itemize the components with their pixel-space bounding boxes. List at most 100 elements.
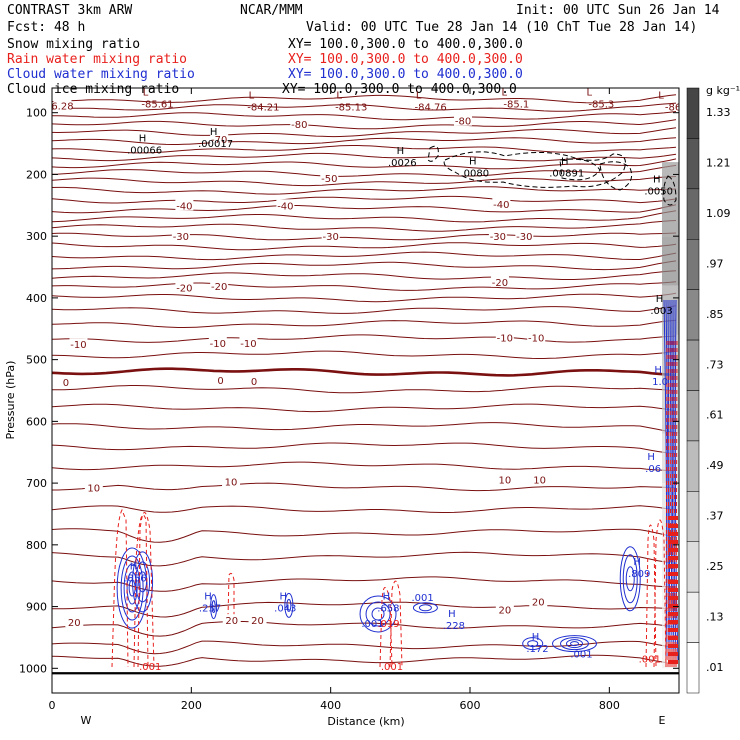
- isotherm-line: [52, 319, 677, 328]
- rain-heavy-cell: [668, 620, 678, 624]
- cloud-water-contour: [120, 555, 144, 621]
- cloud-water-contour: [371, 607, 385, 621]
- rain-heavy-cell: [668, 532, 678, 536]
- isotherm-label: -80: [291, 120, 307, 131]
- low-marker: L: [249, 91, 255, 102]
- isotherm-line: [52, 505, 677, 513]
- low-value-label: -85.3: [588, 99, 614, 110]
- isotherm-line: [52, 137, 677, 145]
- isotherm-line: [52, 305, 677, 314]
- isotherm-label: -30: [490, 232, 506, 243]
- colorbar-cell: [686, 642, 700, 694]
- max-marker: H: [139, 134, 147, 145]
- rain-heavy-cell: [668, 596, 678, 600]
- isotherm-label: 10: [498, 475, 511, 486]
- isotherm-line: [52, 119, 677, 130]
- colorbar-tick-label: .97: [706, 257, 724, 270]
- colorbar-tick-label: 1.09: [706, 207, 731, 220]
- isotherm-label-bg: [175, 281, 194, 293]
- max-marker: H: [656, 294, 664, 305]
- legend-ice-xy: XY= 100.0,300.0 to 400.0,300.0: [282, 82, 517, 97]
- y-tick-label: 200: [26, 168, 47, 181]
- isotherm-line: [52, 350, 677, 359]
- isotherm-line: [52, 422, 677, 434]
- rain-heavy-cell: [668, 588, 678, 592]
- isotherm-label-bg: [495, 603, 514, 615]
- cloud-water-contour: [522, 637, 544, 651]
- isotherm-label-bg: [290, 117, 309, 129]
- isotherm-line: [52, 164, 677, 177]
- rain-heavy-cell: [668, 572, 678, 576]
- cloud-water-contour: [359, 595, 397, 633]
- plot-frame: [51, 87, 680, 694]
- colorbar-unit: g kg⁻¹: [706, 84, 740, 97]
- max-marker: H: [532, 632, 540, 643]
- colorbar-tick-label: .25: [706, 560, 724, 573]
- isotherm-line: [52, 158, 677, 170]
- max-value-label: .809: [628, 569, 650, 580]
- isotherm-label: 6.28: [51, 101, 73, 112]
- isotherm-line: [52, 461, 677, 472]
- isotherm-label-bg: [175, 199, 194, 211]
- y-axis-label: Pressure (hPa): [4, 361, 17, 440]
- header-valid: Valid: 00 UTC Tue 28 Jan 14 (10 ChT Tue …: [306, 20, 697, 35]
- y-tick-label: 500: [26, 354, 47, 367]
- colorbar-cell: [686, 591, 700, 643]
- max-value-label: .856: [124, 573, 146, 584]
- cloud-water-contour: [123, 563, 141, 613]
- cloud-water-contour: [412, 602, 438, 614]
- rain-contour: [653, 519, 667, 668]
- isotherm-label-bg: [208, 336, 227, 348]
- isotherm-label-bg: [515, 230, 534, 242]
- isotherm-label: -40: [277, 201, 293, 212]
- max-marker: H: [397, 146, 405, 157]
- isotherm-label-bg: [211, 374, 230, 386]
- header-center: NCAR/MMM: [240, 3, 303, 18]
- rain-contour: [667, 339, 670, 668]
- snow-shade-cell: [662, 236, 679, 286]
- isotherm-line: [52, 528, 677, 543]
- low-marker: L: [336, 91, 342, 102]
- ice-contour: [427, 145, 439, 162]
- isotherm-label-bg: [495, 331, 514, 343]
- isotherm-line: [52, 482, 677, 492]
- isotherm-line: [52, 334, 677, 343]
- colorbar-cell: [686, 289, 700, 341]
- colorbar-cell: [686, 440, 700, 492]
- cloud-water-contour: [566, 639, 583, 649]
- isotherm-label: -10: [70, 340, 86, 351]
- cloud-water-contour: [210, 594, 218, 620]
- isotherm-line: [52, 270, 677, 280]
- rain-heavy-cell: [668, 660, 678, 664]
- max-marker: H: [654, 365, 662, 376]
- rain-contour: [675, 339, 678, 668]
- max-marker: H: [130, 561, 138, 572]
- x-tick-label: 800: [599, 699, 620, 712]
- rain-heavy-cell: [668, 628, 678, 632]
- ice-contour: [443, 151, 626, 188]
- legend: Snow mixing ratio XY= 100.0,300.0 to 400…: [7, 37, 523, 97]
- isotherm-line: [52, 292, 677, 303]
- rain-contour: [379, 587, 393, 668]
- legend-cloud-xy: XY= 100.0,300.0 to 400.0,300.0: [288, 67, 523, 82]
- isotherm-label-bg: [239, 336, 258, 348]
- contour-value-label: .001: [570, 650, 592, 661]
- isotherm-label-bg: [248, 614, 267, 626]
- cloud-ice-contours: [427, 145, 677, 206]
- cloud-water-contour: [286, 598, 292, 612]
- y-tick-label: 100: [26, 107, 47, 120]
- contour-value-label: .001: [381, 662, 403, 673]
- cloud-water-contour: [284, 592, 294, 618]
- rain-heavy-cell: [668, 644, 678, 648]
- legend-snow-xy: XY= 100.0,300.0 to 400.0,300.0: [288, 37, 523, 52]
- low-marker: L: [143, 87, 149, 98]
- isotherm-line: [52, 576, 677, 592]
- rain-contour: [671, 339, 674, 668]
- max-value-label: .003: [650, 306, 672, 317]
- rain-contour: [227, 572, 235, 618]
- colorbar-tick-label: .13: [706, 610, 724, 623]
- isotherm-label-bg: [490, 275, 509, 287]
- contour-value-label: .001: [139, 662, 161, 673]
- cloud-water-contour: [527, 640, 539, 648]
- isotherm-label-bg: [84, 481, 103, 493]
